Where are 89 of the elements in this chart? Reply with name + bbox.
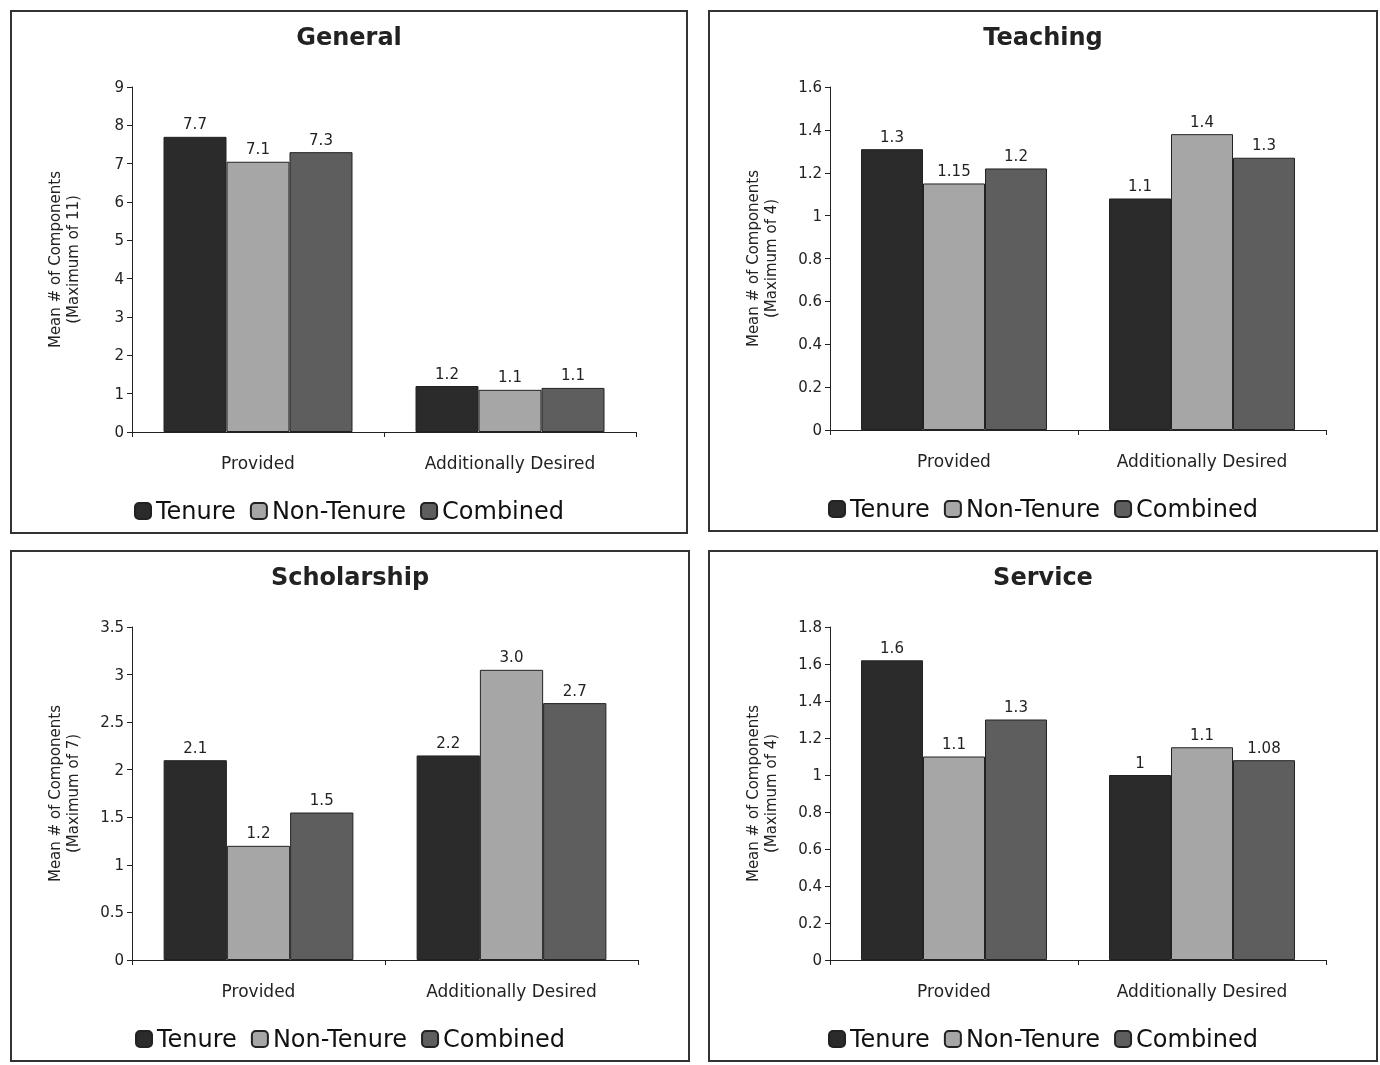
data-label: 1.3: [1004, 698, 1028, 716]
legend-label: Tenure: [156, 1025, 237, 1053]
legend-label: Non-Tenure: [965, 495, 1101, 523]
legend-label: Tenure: [849, 1025, 930, 1053]
data-label: 1.4: [1190, 112, 1214, 131]
chart-title: Scholarship: [270, 563, 430, 591]
y-tick-label: 1.6: [798, 78, 822, 96]
x-tick-label: Provided: [917, 450, 991, 471]
y-tick-label: 1: [812, 766, 822, 784]
y-tick-label: 0.6: [798, 840, 822, 858]
y-tick-label: 9: [114, 78, 124, 96]
x-tick-label: Additionally Desired: [424, 452, 596, 473]
y-tick-label: 1.4: [798, 692, 822, 710]
y-axis-title: Mean # of Components (Maximum of 11): [46, 170, 82, 349]
data-label: 1.08: [1247, 738, 1281, 757]
y-axis-title: Mean # of Components (Maximum of 7): [46, 704, 82, 883]
y-tick-label: 0.4: [798, 335, 822, 354]
y-tick-label: 0.6: [798, 292, 822, 311]
chart-title: General: [296, 23, 402, 51]
y-tick-label: 0.8: [798, 249, 822, 268]
y-tick-label: 0.8: [798, 803, 822, 821]
data-label: 2.1: [183, 738, 208, 757]
chart-title: Teaching: [983, 23, 1103, 51]
x-tick-label: Provided: [917, 980, 991, 1001]
y-tick-label: 5: [114, 231, 124, 250]
y-axis-title: Mean # of Components (Maximum of 4): [744, 169, 780, 348]
y-tick-label: 2.5: [100, 713, 124, 732]
y-tick-label: 8: [114, 116, 124, 135]
x-tick-label: Provided: [221, 980, 296, 1001]
data-label: 1.5: [309, 791, 334, 810]
y-tick-label: 1.2: [798, 163, 822, 182]
y-tick-label: 3: [114, 308, 124, 326]
legend-label: Combined: [443, 1025, 565, 1053]
y-tick-label: 0.2: [798, 914, 822, 932]
legend-label: Non-Tenure: [965, 1025, 1101, 1053]
y-tick-label: 2: [114, 760, 124, 779]
data-label: 1.1: [1128, 176, 1152, 195]
data-label: 2.7: [562, 681, 587, 700]
data-label: 7.1: [246, 140, 270, 159]
y-tick-label: 2: [114, 346, 124, 365]
chart-title: Service: [993, 563, 1093, 591]
data-label: 1.2: [435, 364, 459, 383]
y-tick-label: 1: [114, 384, 124, 403]
data-label: 3.0: [499, 648, 524, 667]
data-label: 1.2: [1004, 146, 1028, 165]
legend-label: Tenure: [155, 497, 236, 525]
data-label: 1.1: [561, 366, 585, 385]
y-tick-label: 0: [812, 421, 822, 439]
data-label: 1: [1135, 753, 1145, 772]
y-tick-label: 0.2: [798, 378, 822, 397]
y-tick-label: 1.8: [798, 618, 822, 636]
data-label: 1.6: [880, 638, 904, 657]
data-label: 1.15: [937, 161, 971, 180]
legend-label: Combined: [1136, 495, 1258, 523]
y-tick-label: 7: [114, 154, 124, 173]
y-tick-label: 6: [114, 193, 124, 211]
data-label: 1.1: [942, 735, 966, 753]
data-label: 7.3: [309, 130, 333, 149]
y-tick-label: 0: [114, 423, 124, 441]
y-tick-label: 0.4: [798, 877, 822, 895]
data-label: 7.7: [183, 115, 207, 134]
data-label: 1.1: [1190, 725, 1214, 744]
y-tick-label: 3: [114, 665, 124, 684]
y-tick-label: 3.5: [100, 618, 124, 636]
data-label: 2.2: [436, 733, 461, 752]
y-axis-title: Mean # of Components (Maximum of 4): [744, 704, 780, 883]
y-tick-label: 1.5: [100, 808, 124, 827]
y-tick-label: 0: [812, 951, 822, 969]
legend-label: Non-Tenure: [271, 497, 407, 525]
legend-label: Combined: [442, 497, 564, 525]
x-tick-label: Additionally Desired: [426, 980, 597, 1001]
legend-label: Tenure: [849, 495, 930, 523]
y-tick-label: 1.4: [798, 120, 822, 139]
y-tick-label: 0: [114, 951, 124, 969]
data-label: 1.3: [1252, 136, 1276, 155]
data-label: 1.1: [498, 368, 522, 387]
y-tick-label: 1.6: [798, 655, 822, 673]
y-tick-label: 0.5: [100, 903, 124, 922]
data-label: 1.2: [246, 824, 271, 843]
x-tick-label: Provided: [221, 452, 295, 473]
x-tick-label: Additionally Desired: [1116, 450, 1288, 471]
x-tick-label: Additionally Desired: [1116, 980, 1288, 1001]
y-tick-label: 1.2: [798, 729, 822, 747]
y-tick-label: 4: [114, 269, 124, 288]
y-tick-label: 1: [812, 206, 822, 225]
legend-label: Combined: [1136, 1025, 1258, 1053]
data-label: 1.3: [880, 127, 904, 146]
legend-label: Non-Tenure: [272, 1025, 408, 1053]
y-tick-label: 1: [114, 855, 124, 874]
